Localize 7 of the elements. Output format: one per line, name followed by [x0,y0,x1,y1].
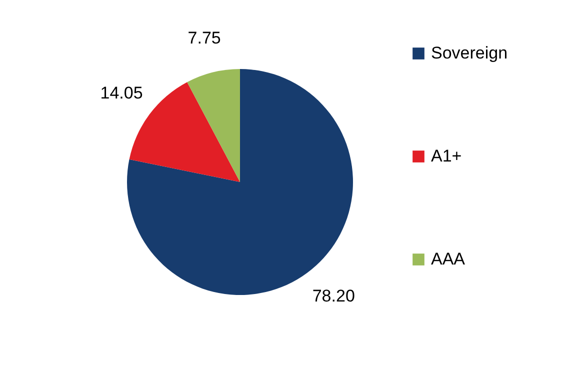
legend-label: A1+ [431,146,462,166]
legend-label: Sovereign [431,44,508,62]
pie-slice [187,69,240,182]
data-label: 14.05 [100,83,143,102]
data-label: 7.75 [188,28,221,48]
legend-label: AAA [431,250,466,268]
data-label: 78.20 [312,286,355,306]
